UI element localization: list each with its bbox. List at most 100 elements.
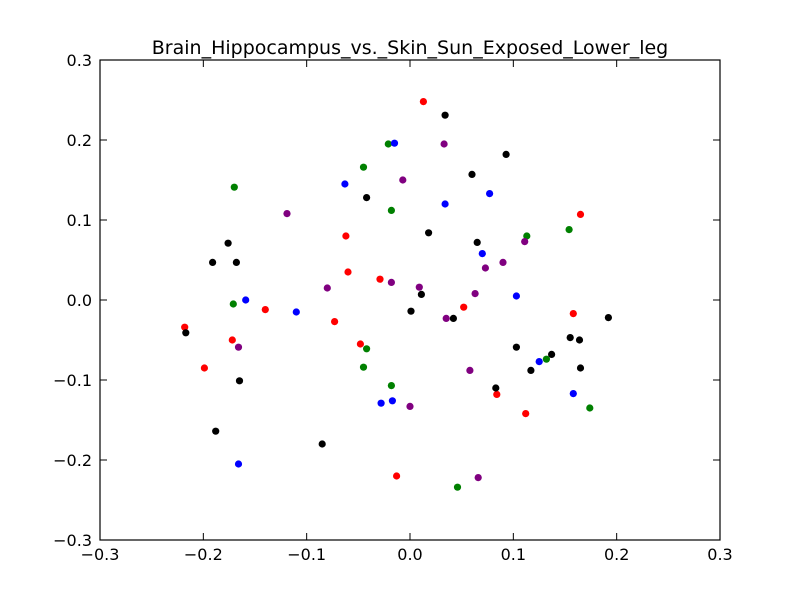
data-point xyxy=(468,170,476,178)
data-point xyxy=(331,318,339,326)
data-point xyxy=(548,350,556,358)
data-point xyxy=(473,238,481,246)
data-point xyxy=(453,483,462,491)
data-point xyxy=(576,364,585,372)
data-point xyxy=(261,306,269,314)
data-point xyxy=(512,292,521,300)
data-point xyxy=(419,98,427,106)
y-tick-label: 0.1 xyxy=(67,211,92,230)
data-point xyxy=(387,278,395,286)
data-point xyxy=(356,340,364,348)
data-point xyxy=(387,206,395,214)
data-point xyxy=(234,343,243,351)
data-point xyxy=(449,314,457,322)
plot-frame xyxy=(99,59,721,541)
data-point xyxy=(471,290,479,298)
data-point xyxy=(318,440,326,448)
data-point xyxy=(359,363,368,371)
data-point xyxy=(566,334,574,342)
data-point xyxy=(499,258,507,266)
data-point xyxy=(407,307,415,315)
x-tick-label: 0.0 xyxy=(397,545,422,564)
data-point xyxy=(441,200,449,208)
y-tick-label: 0.2 xyxy=(67,131,92,150)
data-point xyxy=(393,472,401,480)
data-point xyxy=(521,238,529,246)
data-point xyxy=(542,355,551,363)
data-point xyxy=(522,410,530,418)
data-point xyxy=(441,111,449,119)
data-point xyxy=(512,343,521,351)
data-point xyxy=(535,358,543,366)
data-point xyxy=(363,345,371,353)
data-point xyxy=(292,308,300,316)
data-point xyxy=(359,163,368,171)
data-point xyxy=(235,377,244,385)
data-point xyxy=(182,329,190,337)
data-point xyxy=(212,427,220,435)
data-point xyxy=(415,283,423,291)
data-point xyxy=(363,194,371,202)
data-point xyxy=(442,314,450,322)
data-point xyxy=(575,336,584,344)
data-point xyxy=(565,226,573,234)
data-point xyxy=(228,336,236,344)
data-point xyxy=(576,210,585,218)
data-point xyxy=(466,366,474,374)
y-tick-label: 0.0 xyxy=(67,291,92,310)
x-tick-label: 0.1 xyxy=(501,545,526,564)
data-point xyxy=(234,460,243,468)
data-point xyxy=(481,264,489,272)
data-point xyxy=(460,303,468,311)
data-point xyxy=(388,397,396,405)
data-point xyxy=(341,180,349,188)
data-point xyxy=(417,290,425,298)
x-tick-label: 0.2 xyxy=(604,545,629,564)
data-point xyxy=(232,258,240,266)
data-point xyxy=(406,402,414,410)
data-point xyxy=(229,300,237,308)
data-point xyxy=(492,384,500,392)
data-point xyxy=(523,232,531,240)
data-point xyxy=(399,176,407,184)
data-point xyxy=(323,284,331,292)
x-tick-label: 0.3 xyxy=(707,545,732,564)
data-point xyxy=(224,239,232,247)
data-point xyxy=(209,258,217,266)
ticks-layer: −0.3 −0.2 −0.1 0.0 0.1 0.2 0.3 −0.3 −0.2 −0.1 0.0 0… xyxy=(53,51,733,564)
data-point xyxy=(230,183,238,191)
x-tick-label: −0.2 xyxy=(184,545,223,564)
x-tick-label: −0.3 xyxy=(81,545,120,564)
data-point xyxy=(344,268,352,276)
data-point xyxy=(474,474,482,482)
data-point xyxy=(440,140,448,148)
data-point xyxy=(390,139,399,147)
data-point xyxy=(181,323,189,331)
y-tick-label: 0.3 xyxy=(67,51,92,70)
data-point xyxy=(200,364,208,372)
data-point xyxy=(342,232,350,240)
data-point xyxy=(377,399,385,407)
points-layer xyxy=(181,98,613,491)
data-point xyxy=(387,382,395,390)
data-point xyxy=(384,140,392,148)
y-tick-label: −0.3 xyxy=(53,531,92,550)
y-tick-label: −0.1 xyxy=(53,371,92,390)
data-point xyxy=(586,404,594,412)
data-point xyxy=(569,390,577,398)
data-point xyxy=(376,275,384,283)
data-point xyxy=(569,310,577,318)
chart-title: Brain_Hippocampus_vs._Skin_Sun_Exposed_L… xyxy=(152,37,668,59)
data-point xyxy=(425,229,433,237)
data-point xyxy=(486,190,494,198)
data-point xyxy=(604,314,613,322)
x-tick-label: −0.1 xyxy=(287,545,326,564)
data-point xyxy=(493,390,501,398)
data-point xyxy=(527,366,535,374)
data-point xyxy=(502,150,510,158)
data-point xyxy=(242,296,250,304)
y-tick-label: −0.2 xyxy=(53,451,92,470)
data-point xyxy=(478,250,486,258)
data-point xyxy=(283,210,291,218)
